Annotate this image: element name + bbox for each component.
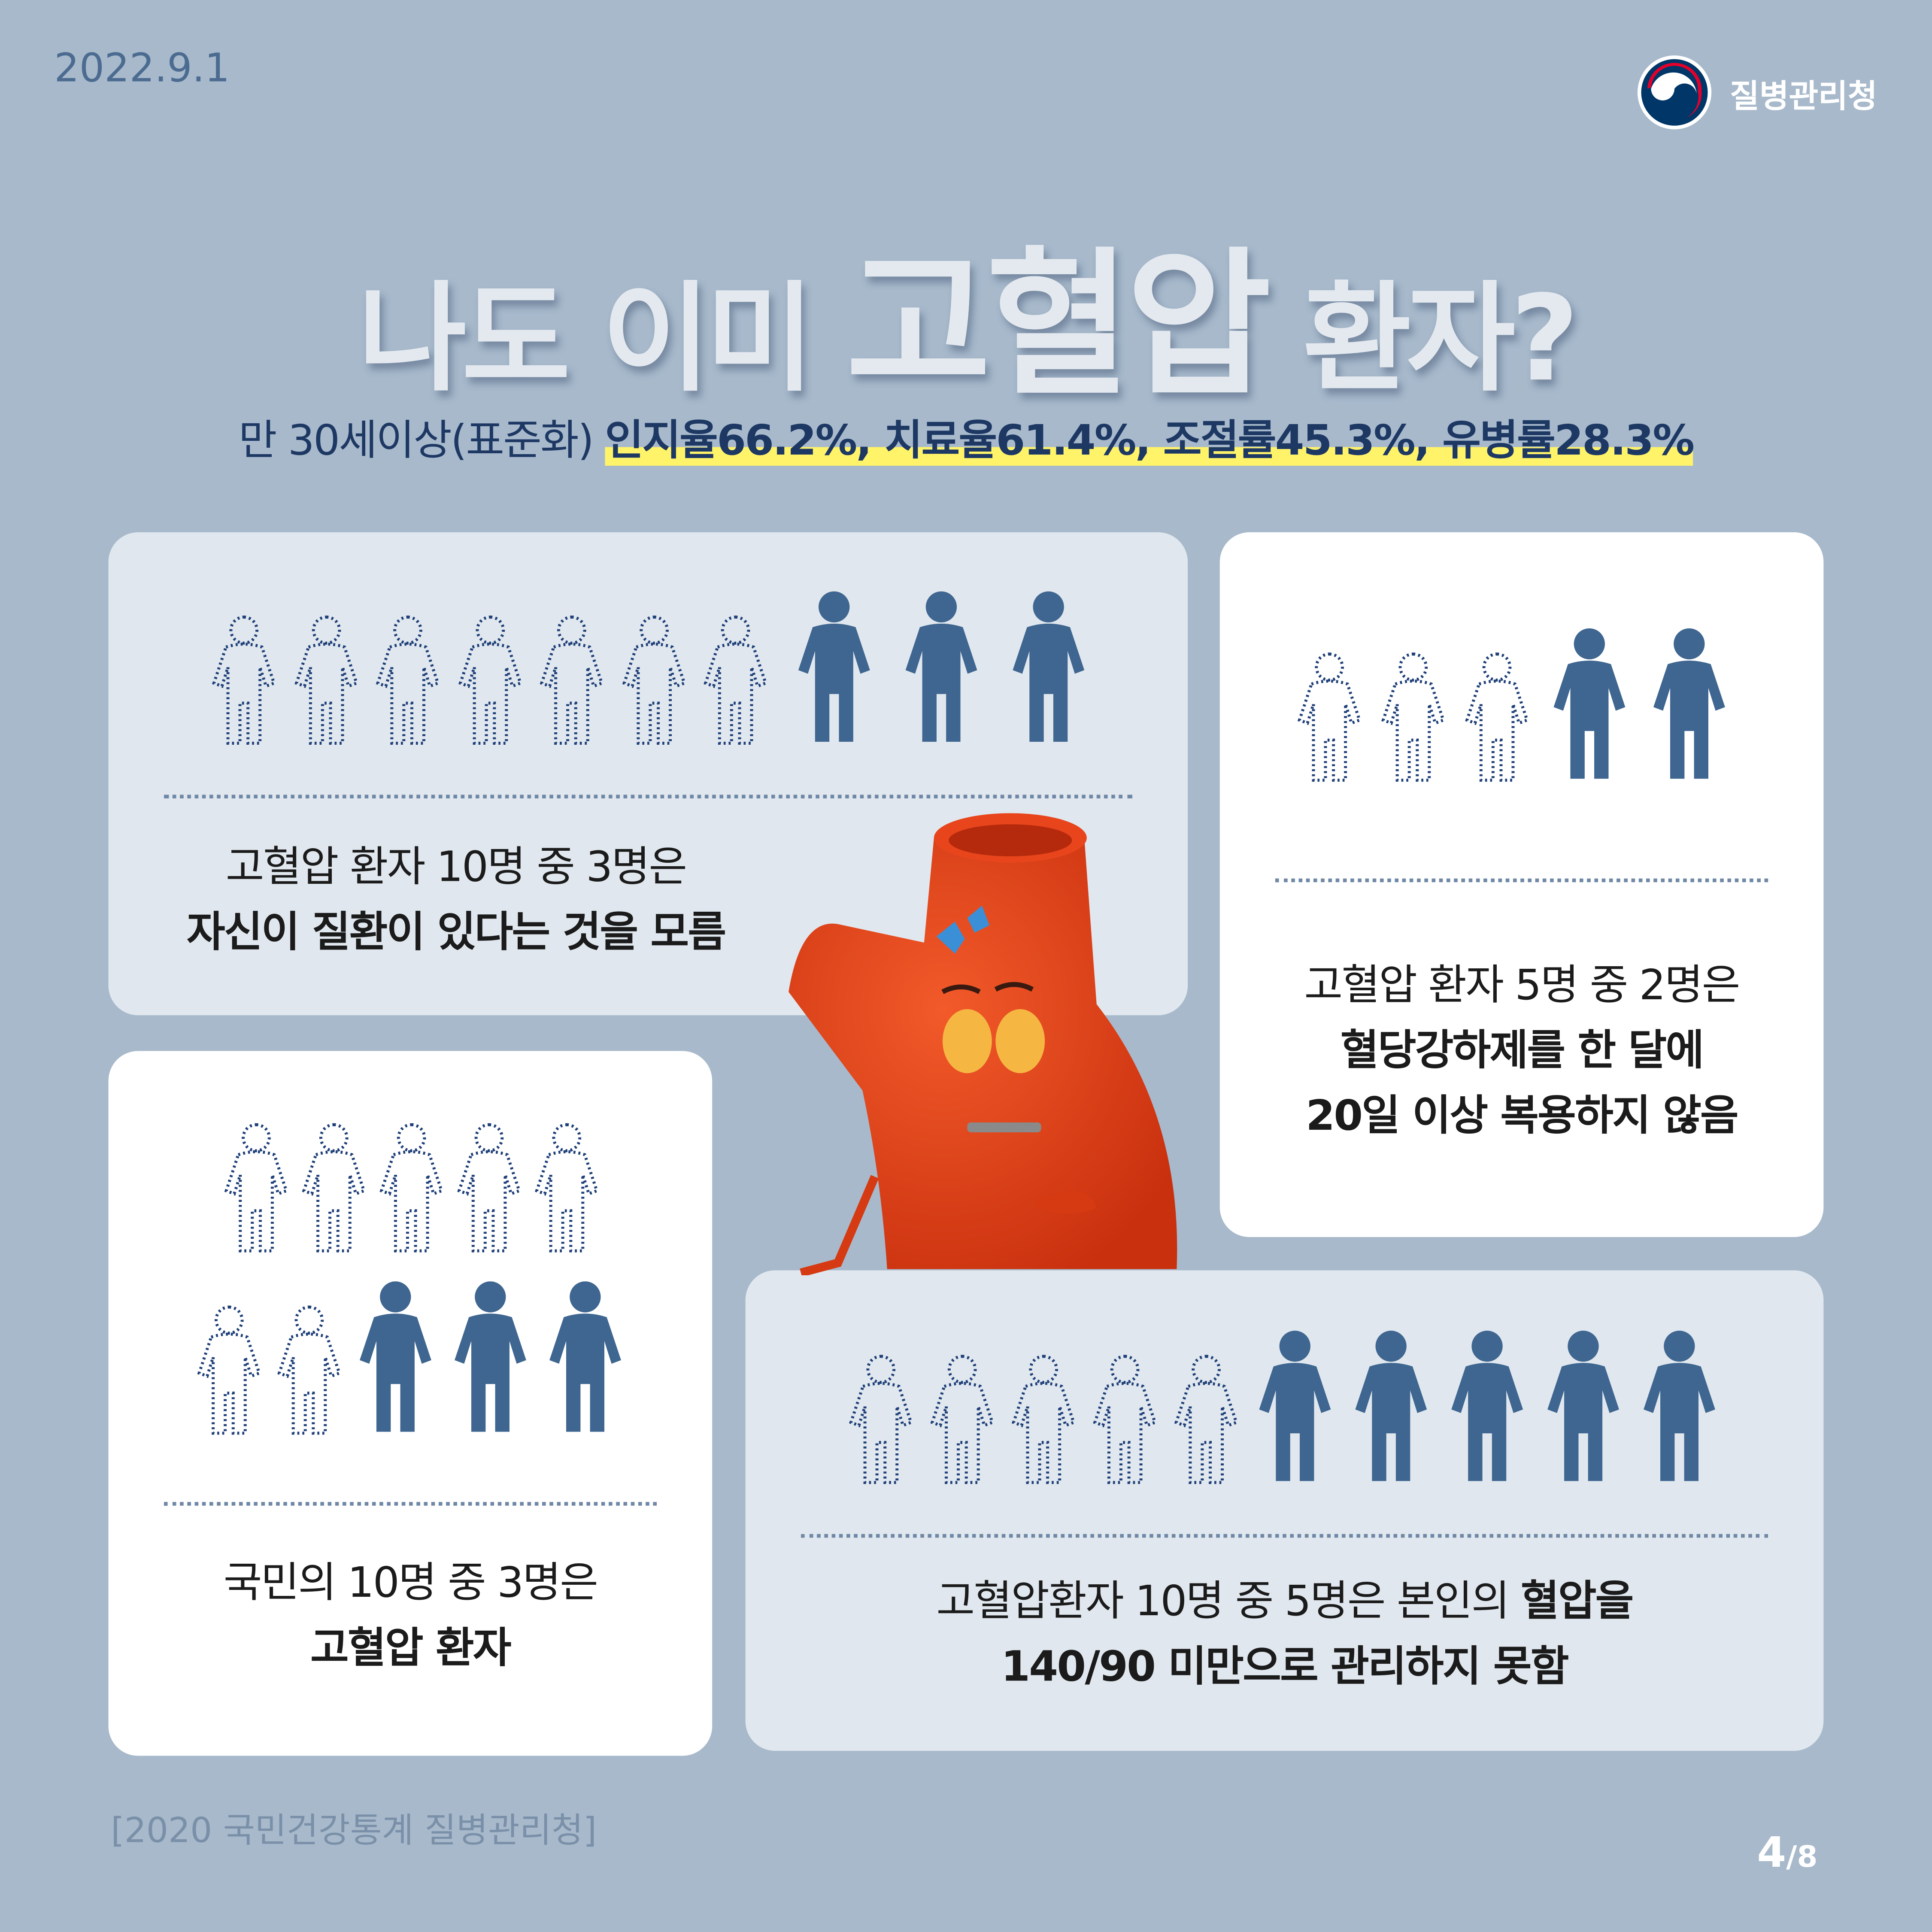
person-outline-icon <box>302 1123 366 1253</box>
person-outline-icon <box>1465 652 1529 782</box>
divider <box>164 1502 657 1506</box>
blood-vessel-character <box>789 813 1177 1275</box>
person-outline-icon <box>849 1355 913 1484</box>
person-filled-icon <box>798 591 870 742</box>
person-outline-icon <box>1297 652 1362 782</box>
person-outline-icon <box>379 1123 444 1253</box>
government-logo-icon <box>1637 55 1712 130</box>
card-medication: 고혈압 환자 5명 중 2명은 혈당강하제를 한 달에 20일 이상 복용하지 … <box>1219 532 1824 1237</box>
card-text: 고혈압 환자 10명 중 3명은 자신이 질환이 있다는 것을 모름 <box>158 835 754 966</box>
page-indicator: 4/8 <box>1757 1829 1817 1878</box>
person-outline-icon <box>1174 1355 1238 1484</box>
divider <box>801 1534 1768 1538</box>
card-line: 고혈압 환자 10명 중 3명은 <box>225 843 687 892</box>
person-filled-icon <box>905 591 977 742</box>
person-filled-icon <box>1653 628 1725 779</box>
person-outline-icon <box>704 616 768 745</box>
card-line-bold: 140/90 미만으로 관리하지 못함 <box>1001 1642 1569 1692</box>
card-line: 고혈압환자 10명 중 5명은 본인의 <box>936 1577 1521 1627</box>
title-pre: 나도 이미 <box>358 270 846 408</box>
divider <box>164 795 1132 799</box>
person-outline-icon <box>535 1123 599 1253</box>
person-filled-icon <box>1553 628 1626 779</box>
person-outline-icon <box>540 616 604 745</box>
subtitle-highlight: 인지율66.2%, 치료율61.4%, 조절률45.3%, 유병률28.3% <box>605 416 1695 466</box>
person-filled-icon <box>455 1281 526 1432</box>
card-text: 고혈압환자 10명 중 5명은 본인의 혈압을 140/90 미만으로 관리하지… <box>746 1570 1824 1700</box>
person-outline-icon <box>277 1305 341 1435</box>
source-citation: [2020 국민건강통계 질병관리청] <box>111 1810 597 1851</box>
page-total: /8 <box>1786 1839 1818 1874</box>
card-line: 국민의 10명 중 3명은 <box>223 1559 598 1608</box>
person-outline-icon <box>376 616 440 745</box>
person-filled-icon <box>1355 1331 1427 1481</box>
person-outline-icon <box>1093 1355 1157 1484</box>
card-line-bold: 혈당강하제를 한 달에 <box>1340 1026 1704 1076</box>
card-text: 국민의 10명 중 3명은 고혈압 환자 <box>109 1551 713 1682</box>
date: 2022.9.1 <box>54 44 230 91</box>
person-filled-icon <box>1012 591 1084 742</box>
person-outline-icon <box>1381 652 1445 782</box>
page-title: 나도 이미 고혈압 환자? <box>0 197 1932 425</box>
title-post: 환자? <box>1266 270 1579 408</box>
divider <box>1275 878 1768 883</box>
org-name: 질병관리청 <box>1730 79 1877 116</box>
person-outline-icon <box>622 616 686 745</box>
person-outline-icon <box>930 1355 995 1484</box>
subtitle-plain: 만 30세이상(표준화) <box>238 416 605 466</box>
person-filled-icon <box>1644 1331 1715 1481</box>
title-emphasis: 고혈압 <box>846 234 1271 418</box>
person-filled-icon <box>360 1281 431 1432</box>
person-filled-icon <box>1451 1331 1523 1481</box>
page-current: 4 <box>1757 1828 1786 1878</box>
card-text: 고혈압 환자 5명 중 2명은 혈당강하제를 한 달에 20일 이상 복용하지 … <box>1220 954 1824 1149</box>
person-filled-icon <box>1547 1331 1620 1481</box>
person-outline-icon <box>197 1305 261 1435</box>
person-filled-icon <box>1259 1331 1331 1481</box>
person-outline-icon <box>224 1123 288 1253</box>
person-outline-icon <box>212 616 276 745</box>
person-outline-icon <box>458 616 522 745</box>
card-line-bold: 혈압을 <box>1520 1577 1634 1627</box>
card-line-bold: 자신이 질환이 있다는 것을 모름 <box>186 908 726 958</box>
person-filled-icon <box>549 1281 621 1432</box>
card-line-bold: 20일 이상 복용하지 않음 <box>1306 1092 1739 1141</box>
person-outline-icon <box>1011 1355 1076 1484</box>
card-line-bold: 고혈압 환자 <box>310 1624 512 1674</box>
person-outline-icon <box>457 1123 521 1253</box>
person-outline-icon <box>294 616 358 745</box>
subtitle: 만 30세이상(표준화) 인지율66.2%, 치료율61.4%, 조절률45.3… <box>0 406 1932 467</box>
card-line: 고혈압 환자 5명 중 2명은 <box>1304 961 1740 1010</box>
